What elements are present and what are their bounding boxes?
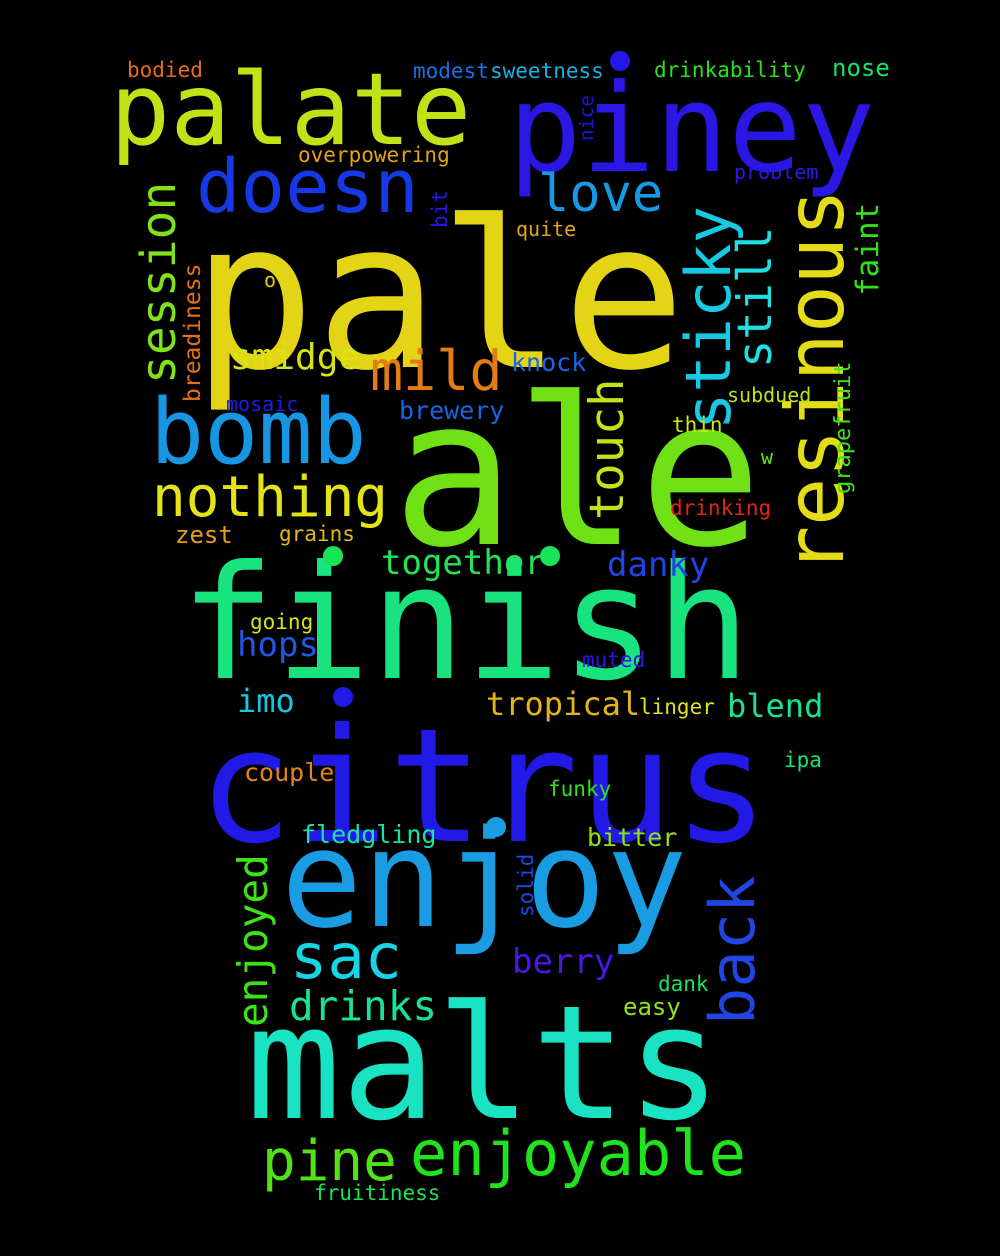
word-enjoyed: enjoyed: [229, 854, 277, 1027]
word-nothing: nothing: [152, 465, 389, 530]
word-muted: muted: [582, 648, 646, 672]
cloud-dot-2: [323, 546, 343, 566]
word-imo: imo: [237, 682, 295, 720]
word-ipa: ipa: [784, 748, 822, 772]
word-blend: blend: [727, 687, 824, 725]
word-bit: bit: [428, 190, 452, 228]
word-ale: ale: [392, 355, 763, 593]
word-finish: finish: [180, 532, 751, 716]
word-modest: modest: [413, 59, 489, 83]
word-mosaic: mosaic: [226, 392, 299, 416]
word-bomb: bomb: [150, 380, 367, 485]
word-couple: couple: [244, 758, 335, 787]
word-touch: touch: [580, 378, 635, 520]
word-nice: nice: [576, 95, 598, 141]
word-w: w: [761, 445, 774, 469]
word-berry: berry: [512, 942, 615, 982]
word-solid: solid: [514, 853, 538, 917]
word-session: session: [131, 181, 187, 384]
cloud-dot-5: [486, 817, 506, 837]
word-drinking: drinking: [670, 496, 772, 520]
word-zest: zest: [175, 521, 233, 549]
word-overpowering: overpowering: [298, 143, 450, 167]
word-knock: knock: [511, 348, 587, 377]
word-enjoy: enjoy: [281, 801, 688, 958]
word-nose: nose: [832, 54, 890, 82]
cloud-dot-4: [333, 687, 353, 707]
word-smidge: smidge: [230, 337, 361, 378]
word-danky: danky: [607, 545, 710, 585]
word-doesn: doesn: [196, 144, 419, 230]
word-bitter: bitter: [587, 823, 678, 852]
word-malts: malts: [246, 972, 722, 1156]
word-love: love: [538, 164, 664, 224]
word-o: o: [264, 268, 277, 292]
word-dank: dank: [658, 972, 709, 996]
word-hops: hops: [237, 625, 319, 665]
word-drinkability: drinkability: [654, 58, 806, 82]
word-still: still: [728, 226, 783, 368]
word-grains: grains: [279, 522, 355, 546]
word-back: back: [696, 875, 769, 1025]
word-easy: easy: [623, 993, 681, 1021]
word-together: together: [381, 543, 545, 583]
word-enjoyable: enjoyable: [410, 1117, 746, 1190]
cloud-dot-3: [540, 546, 560, 566]
word-problem: problem: [734, 160, 819, 184]
word-pale: pale: [192, 178, 686, 416]
word-palate: palate: [110, 51, 472, 168]
word-funky: funky: [548, 777, 612, 801]
word-tropical: tropical: [486, 685, 641, 723]
word-subdued: subdued: [727, 383, 812, 407]
word-thin: thin: [672, 413, 723, 437]
word-sac: sac: [290, 920, 402, 993]
word-mild: mild: [370, 339, 503, 403]
word-fruitiness: fruitiness: [314, 1181, 441, 1205]
word-brewery: brewery: [399, 396, 505, 425]
word-pine: pine: [262, 1129, 397, 1194]
word-bodied: bodied: [127, 58, 203, 82]
cloud-dot-1: [610, 51, 630, 71]
word-fledgling: fledgling: [301, 820, 437, 849]
word-breadiness: breadiness: [180, 263, 206, 402]
word-piney: piney: [508, 58, 876, 200]
word-faint: faint: [850, 202, 886, 296]
word-citrus: citrus: [198, 695, 769, 879]
word-sweetness: sweetness: [490, 59, 604, 83]
word-quite: quite: [516, 217, 577, 241]
word-grapefruit: grapefruit: [831, 361, 856, 494]
word-drinks: drinks: [289, 982, 438, 1030]
word-linger: linger: [639, 695, 715, 719]
word-going: going: [250, 610, 314, 634]
